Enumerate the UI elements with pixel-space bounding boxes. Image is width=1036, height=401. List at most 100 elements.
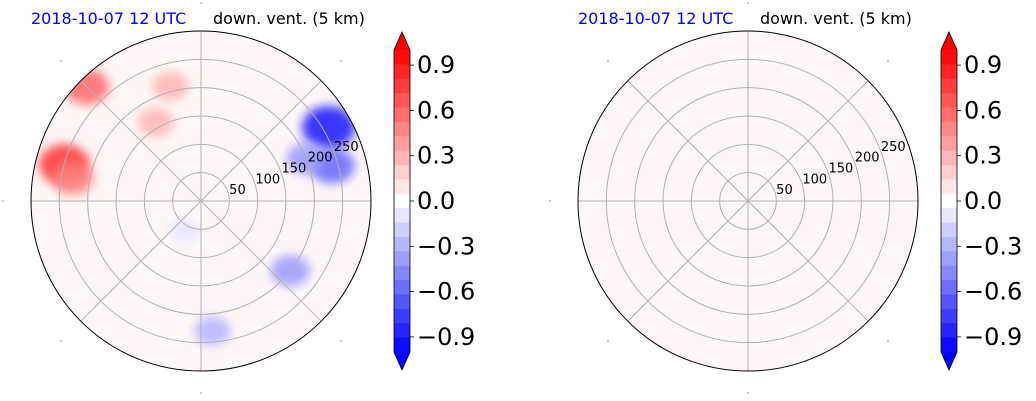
colorbar-segment: [394, 121, 410, 137]
colorbar-tick-label: −0.9: [417, 323, 475, 351]
panel-left-title-date: 2018-10-07 12 UTC: [31, 9, 186, 28]
angular-tick-mark: [60, 340, 62, 342]
angular-tick-mark: [2, 200, 4, 202]
colorbar-segment: [941, 208, 957, 224]
colorbar-segment: [941, 280, 957, 296]
anomaly-blob: [137, 107, 174, 138]
angular-gridline: [627, 200, 749, 322]
colorbar-extend-max: [941, 32, 957, 50]
angular-gridline: [80, 80, 202, 202]
colorbar-segment: [941, 337, 957, 353]
radial-tick-label: 250: [881, 140, 906, 155]
anomaly-blob: [194, 316, 231, 346]
colorbar-tick-label: 0.3: [964, 142, 1002, 170]
colorbar-segment: [941, 64, 957, 80]
colorbar-segment: [394, 93, 410, 109]
colorbar-segment: [394, 265, 410, 281]
angular-gridline: [200, 200, 322, 322]
angular-gridline: [200, 80, 322, 202]
angular-tick-mark: [887, 60, 889, 62]
colorbar-segment: [941, 308, 957, 324]
colorbar-segment: [394, 208, 410, 224]
panel-right: 2018-10-07 12 UTC down. vent. (5 km) 50 1…: [549, 2, 1022, 394]
colorbar-outline: [940, 31, 958, 371]
radial-tick-label: 150: [282, 161, 307, 176]
colorbar-segment: [394, 222, 410, 238]
colorbar-segment: [941, 323, 957, 339]
angular-gridline: [627, 80, 749, 202]
angular-tick-mark: [887, 340, 889, 342]
colorbar-segment: [941, 78, 957, 94]
colorbar-tick-label: −0.9: [964, 323, 1022, 351]
colorbar-segment: [394, 179, 410, 195]
colorbar-segment: [941, 265, 957, 281]
colorbar-segment: [941, 294, 957, 310]
angular-gridline: [80, 200, 202, 322]
colorbar-segment: [394, 251, 410, 267]
colorbar-segment: [394, 236, 410, 252]
colorbar-outline: [393, 31, 411, 371]
colorbar-segment: [394, 64, 410, 80]
colorbar-segment: [394, 78, 410, 94]
colorbar-segment: [394, 165, 410, 181]
angular-tick-mark: [549, 200, 551, 202]
colorbar-tick-label: −0.3: [964, 232, 1022, 260]
panel-left-title-variable: down. vent. (5 km): [213, 9, 365, 28]
colorbar-segment: [394, 294, 410, 310]
panel-right-title-variable: down. vent. (5 km): [760, 9, 912, 28]
colorbar-segment: [394, 308, 410, 324]
colorbar-segment: [941, 136, 957, 152]
colorbar-tick-label: 0.3: [417, 142, 455, 170]
polar-frame: [30, 30, 372, 372]
colorbar-tick-label: 0.6: [417, 96, 455, 124]
colorbar-tick-label: 0.0: [964, 187, 1002, 215]
colorbar-segment: [394, 323, 410, 339]
radial-tick-label: 250: [334, 140, 359, 155]
colorbar-segment: [941, 150, 957, 166]
colorbar-segment: [941, 251, 957, 267]
colorbar-extend-min: [941, 352, 957, 370]
colorbar-segment: [394, 337, 410, 353]
angular-tick-mark: [607, 60, 609, 62]
polar-frame: [577, 30, 919, 372]
radial-tick-label: 200: [308, 151, 333, 166]
colorbar-segment: [941, 236, 957, 252]
panel-right-title-date: 2018-10-07 12 UTC: [578, 9, 733, 28]
colorbar-segment: [941, 107, 957, 123]
angular-tick-mark: [60, 60, 62, 62]
angular-tick-mark: [340, 340, 342, 342]
colorbar-tick-label: −0.6: [417, 278, 475, 306]
colorbar-segment: [941, 222, 957, 238]
colorbar-segment: [941, 121, 957, 137]
colorbar-segment: [941, 50, 957, 65]
angular-gridline: [747, 200, 869, 322]
radial-tick-label: 100: [802, 172, 827, 187]
colorbar-extend-max: [394, 32, 410, 50]
colorbar-segment: [941, 193, 957, 209]
colorbar-segment: [941, 165, 957, 181]
colorbar-tick-label: −0.3: [417, 232, 475, 260]
angular-tick-mark: [747, 392, 749, 394]
colorbar-left: 0.9 0.6 0.3 0.0 −0.3 −0.6 −0.9: [393, 31, 475, 371]
colorbar-segment: [394, 136, 410, 152]
colorbar-right: 0.9 0.6 0.3 0.0 −0.3 −0.6 −0.9: [940, 31, 1022, 371]
angular-tick-mark: [200, 2, 202, 4]
radial-tick-label: 150: [829, 161, 854, 176]
angular-tick-mark: [607, 340, 609, 342]
angular-tick-mark: [340, 60, 342, 62]
angular-tick-mark: [200, 392, 202, 394]
anomaly-blob: [51, 161, 94, 196]
anomaly-blob: [152, 71, 189, 101]
angular-gridline: [747, 80, 869, 202]
radial-tick-label: 100: [255, 172, 280, 187]
radial-tick-label: 200: [855, 151, 880, 166]
anomaly-blob: [168, 218, 200, 243]
colorbar-tick-label: 0.9: [417, 51, 455, 79]
radial-tick-label: 50: [229, 183, 246, 198]
angular-tick-mark: [747, 2, 749, 4]
colorbar-tick-label: 0.9: [964, 51, 1002, 79]
colorbar-tick-label: 0.6: [964, 96, 1002, 124]
colorbar-segment: [941, 179, 957, 195]
